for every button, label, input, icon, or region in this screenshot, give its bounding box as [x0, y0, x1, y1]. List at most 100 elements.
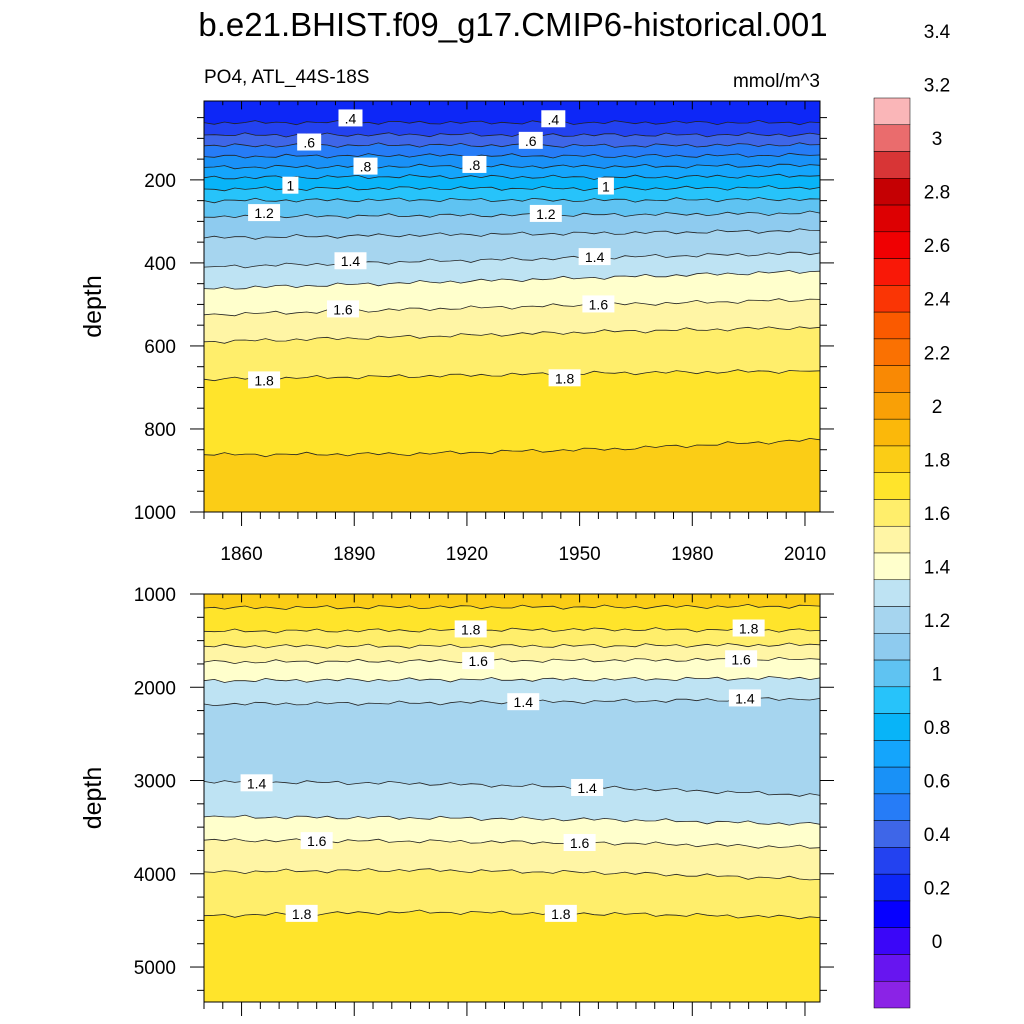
colorbar-label: 1.4: [924, 557, 951, 578]
plot-frame: [203, 593, 821, 1003]
colorbar-label: 2.2: [924, 343, 950, 364]
contour-label: 1.6: [333, 301, 353, 317]
y-axis-label: depth: [79, 275, 107, 338]
contour-label-box: [285, 904, 318, 922]
units-label: mmol/m^3: [733, 71, 820, 92]
contour-label-box: [454, 620, 487, 638]
contour-label: 1.4: [577, 780, 597, 796]
contour-band: [204, 657, 820, 683]
colorbar-box: [873, 525, 911, 554]
contour-label: 1.8: [254, 372, 274, 388]
contour-band: [204, 868, 820, 919]
colorbar-box: [873, 97, 911, 126]
colorbar-box: [873, 793, 911, 821]
colorbar-label: 2: [932, 397, 943, 418]
contour-label-box: [297, 133, 322, 151]
contour-label: 1: [286, 178, 294, 194]
contour-label-box: [353, 157, 378, 175]
colorbar-label: 1.8: [924, 450, 950, 471]
colorbar-label: 2.8: [924, 183, 950, 204]
contour-label: .6: [525, 133, 537, 149]
contour-line: [203, 173, 821, 180]
chart-title: b.e21.BHIST.f09_g17.CMIP6-historical.001: [198, 6, 827, 43]
colorbar: 0 0.2 0.4 0.6 0.8 1 1.2 1.4 1.6 1.8 2 2.2 2.4 2.6 2.8 3…: [873, 22, 951, 1009]
contour-label-box: [597, 177, 614, 195]
x-tick-label: 1950: [558, 544, 600, 565]
colorbar-label: 0.2: [924, 879, 950, 900]
x-tick-label: 2010: [784, 544, 826, 565]
y-axis-label: depth: [79, 767, 107, 830]
colorbar-label: 1: [932, 664, 943, 685]
colorbar-label: 3: [932, 129, 943, 150]
contour-label-box: [334, 252, 367, 270]
colorbar-box: [873, 579, 911, 607]
y-tick-label: 800: [144, 420, 176, 441]
y-tick-label: 5000: [134, 958, 176, 979]
contour-line: [203, 437, 821, 458]
contour-line: [203, 326, 821, 344]
contour-line: [203, 210, 821, 219]
colorbar-box: [873, 927, 911, 955]
colorbar-label: 0: [932, 932, 943, 953]
contour-line: [203, 779, 821, 797]
contour-label-box: [732, 619, 765, 637]
contour-label: 1.4: [247, 775, 267, 791]
contour-label: 1.2: [536, 206, 556, 222]
y-tick-label: 400: [144, 254, 176, 275]
colorbar-box: [873, 766, 911, 795]
contour-band: [204, 438, 820, 512]
contour-band: [204, 326, 820, 381]
x-tick-label: 1980: [671, 544, 713, 565]
contour-label-box: [544, 904, 577, 922]
colorbar-label: 3.4: [924, 22, 951, 43]
colorbar-label: 2.6: [924, 236, 950, 257]
contour-label: 1.6: [570, 835, 590, 851]
colorbar-box: [873, 686, 911, 714]
contour-label: 1.8: [461, 621, 481, 637]
colorbar-label: 0.6: [924, 772, 950, 793]
x-tick-label: 1860: [220, 544, 262, 565]
contour-label-box: [462, 155, 487, 173]
x-tick-label: 1890: [333, 544, 375, 565]
contour-line: [203, 185, 821, 192]
contour-label: 1.6: [731, 651, 751, 667]
contour-label: 1.8: [739, 621, 759, 637]
contour-label-box: [338, 109, 363, 127]
contour-line: [203, 119, 821, 126]
contour-band: [204, 132, 820, 148]
colorbar-label: 2.4: [924, 290, 951, 311]
contour-label: .8: [360, 159, 372, 175]
contour-label-box: [300, 832, 333, 850]
contour-label: .6: [303, 135, 315, 151]
contour-label-box: [725, 650, 758, 668]
contour-label-box: [728, 689, 761, 707]
contour-label: .8: [469, 157, 481, 173]
contour-line: [203, 642, 821, 649]
colorbar-box: [873, 338, 911, 366]
colorbar-box: [873, 258, 911, 286]
contour-label: 1.6: [307, 833, 327, 849]
contour-line: [203, 163, 821, 170]
y-tick-label: 3000: [134, 772, 176, 793]
contour-line: [203, 228, 821, 240]
y-tick-label: 600: [144, 337, 176, 358]
upper-panel: .4 .4 .6 .6 .8 .8 1 1 1.2 1.2 1.4 1.4 1.6 1.6 1.8 1.8 18…: [79, 100, 834, 565]
contour-label: 1.6: [468, 653, 488, 669]
contour-band: [204, 197, 820, 219]
contour-label: 1.2: [254, 205, 274, 221]
contour-line: [203, 369, 821, 382]
contour-band: [204, 594, 820, 610]
colorbar-box: [873, 472, 911, 500]
colorbar-box: [873, 900, 911, 928]
contour-label-box: [563, 833, 596, 851]
contour-line: [203, 197, 821, 204]
contour-band: [204, 838, 820, 880]
contour-label-box: [326, 300, 359, 318]
colorbar-box: [873, 740, 911, 768]
contour-label: 1.8: [292, 906, 312, 922]
colorbar-box: [873, 124, 911, 152]
contour-label-box: [571, 778, 604, 796]
colorbar-box: [873, 392, 911, 420]
contour-label: 1.4: [735, 690, 755, 706]
